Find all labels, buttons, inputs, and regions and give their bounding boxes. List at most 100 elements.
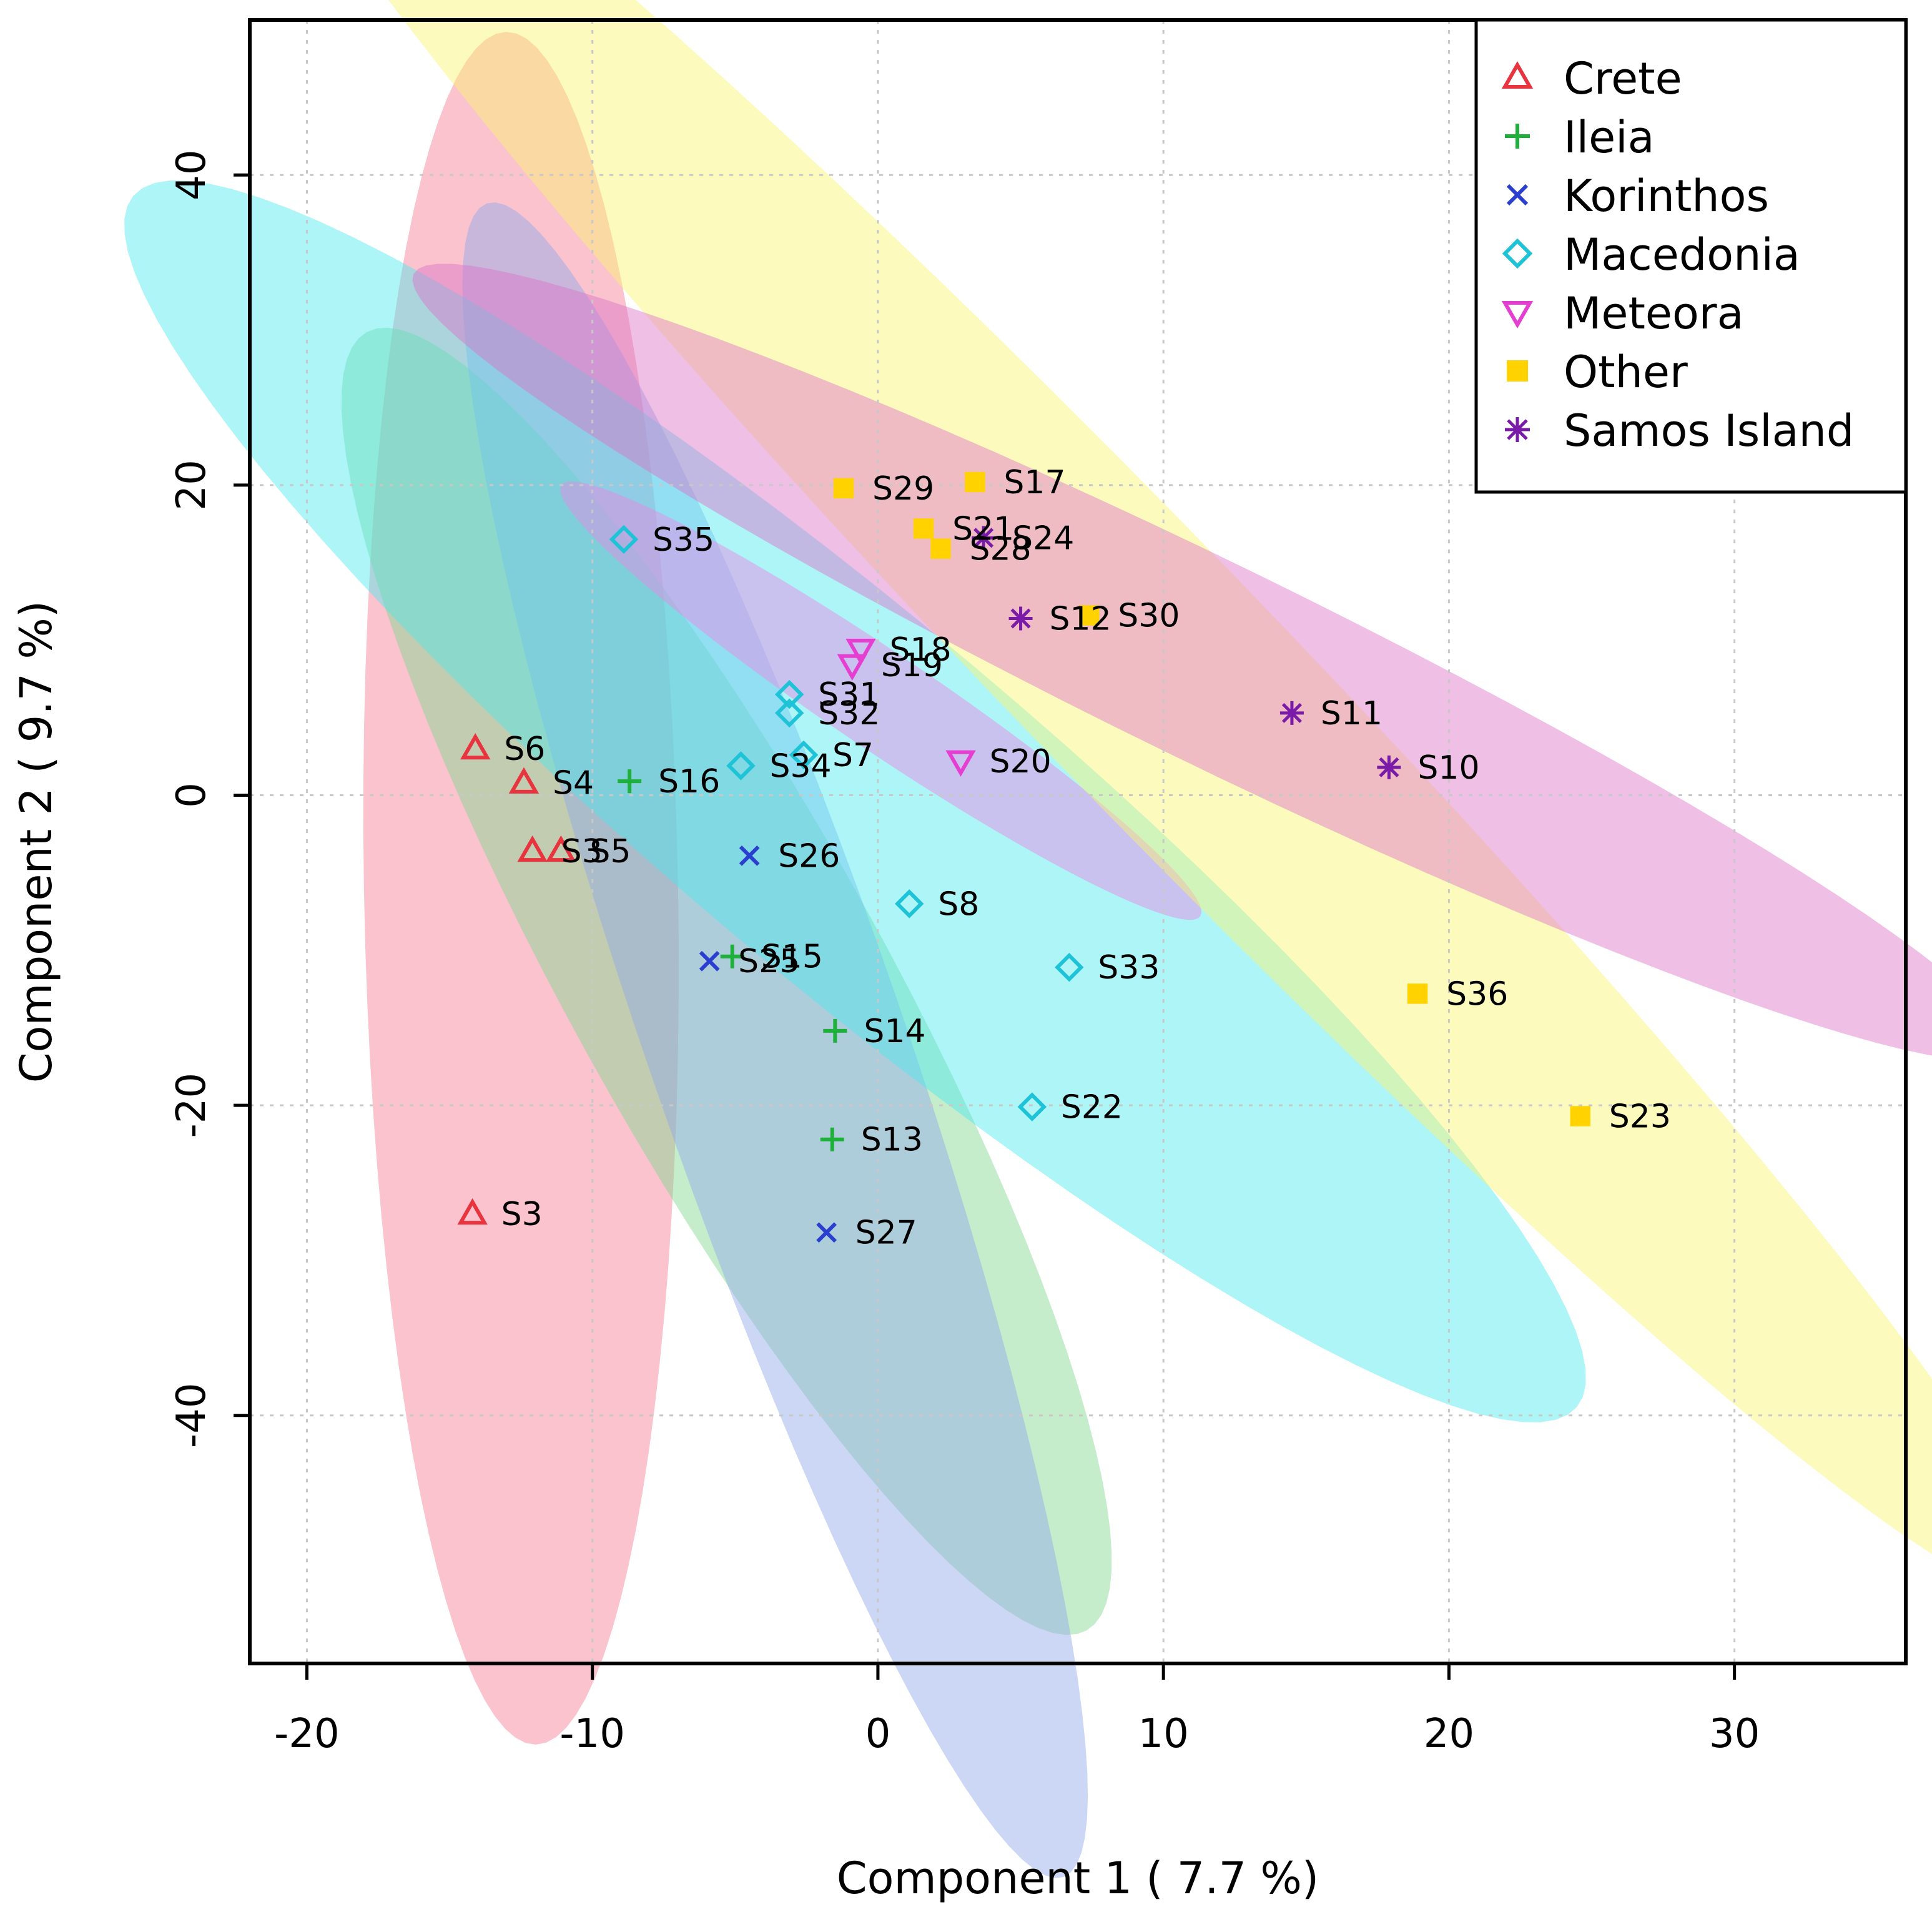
point-label-s18: S18 — [889, 631, 951, 669]
point-label-s23: S23 — [1609, 1098, 1671, 1135]
legend-label-macedonia: Macedonia — [1564, 229, 1800, 280]
point-s16 — [618, 769, 642, 794]
y-tick-label: -40 — [169, 1382, 215, 1448]
point-label-s14: S14 — [864, 1013, 925, 1050]
point-label-s28: S28 — [970, 531, 1032, 568]
point-label-s10: S10 — [1417, 749, 1479, 787]
axes: -20 -10 0 10 20 30 -40 -20 0 20 40 — [169, 150, 1760, 1757]
point-label-s3: S3 — [561, 833, 603, 870]
legend-label-other: Other — [1564, 347, 1688, 398]
y-tick-label: 40 — [169, 150, 215, 200]
point-s17 — [965, 471, 985, 493]
point-s8 — [894, 889, 924, 919]
legend-marker-ileia — [1505, 124, 1530, 149]
point-label-s30: S30 — [1118, 597, 1180, 634]
point-s27 — [816, 1222, 837, 1243]
point-label-s26: S26 — [778, 837, 840, 875]
point-label-s29: S29 — [872, 470, 934, 508]
legend-label-ileia: Ileia — [1564, 112, 1655, 163]
point-label-s33: S33 — [1098, 949, 1160, 987]
ellipse-crete — [363, 32, 679, 1745]
point-s13 — [820, 1127, 844, 1151]
y-tick-label: -20 — [169, 1073, 215, 1138]
point-s31 — [774, 679, 804, 709]
point-label-s25: S25 — [738, 943, 800, 980]
point-s3 — [517, 835, 548, 862]
point-label-s6: S6 — [504, 731, 545, 768]
y-tick-label: 0 — [169, 782, 215, 808]
point-label-s12: S12 — [1050, 600, 1111, 638]
point-s5 — [546, 835, 576, 862]
point-s35 — [609, 525, 639, 554]
point-label-s21: S21 — [952, 510, 1014, 548]
legend-label-korinthos: Korinthos — [1564, 170, 1769, 222]
x-tick-label: -20 — [274, 1711, 340, 1757]
point-s11 — [1279, 701, 1304, 725]
point-label-s3: S3 — [501, 1196, 543, 1233]
point-s14 — [823, 1018, 847, 1043]
point-s36 — [1407, 983, 1428, 1004]
point-s20 — [945, 750, 976, 777]
point-s28 — [930, 538, 951, 559]
point-label-s16: S16 — [658, 763, 720, 801]
legend-label-samos-island: Samos Island — [1564, 405, 1854, 456]
point-labels: S6S4S3S5S3S16S15S14S13S26S25S27S35S31S32… — [501, 464, 1671, 1252]
legend: Crete Ileia Korinthos Macedonia Meteora Other… — [1474, 18, 1908, 494]
point-s29 — [833, 478, 854, 499]
x-tick-label: 20 — [1424, 1711, 1474, 1757]
point-label-s8: S8 — [938, 885, 979, 923]
point-s25 — [699, 950, 720, 972]
x-tick-label: 10 — [1138, 1711, 1188, 1757]
legend-label-meteora: Meteora — [1564, 288, 1743, 339]
point-label-s15: S15 — [761, 939, 823, 976]
legend-marker-meteora — [1501, 301, 1534, 329]
y-tick-label: 20 — [169, 460, 215, 510]
ellipse-ileia — [341, 327, 1112, 1635]
point-label-s19: S19 — [881, 647, 943, 684]
y-axis-title: Component 2 ( 9.7 %) — [11, 601, 62, 1083]
point-label-s4: S4 — [553, 765, 594, 802]
plot-frame — [248, 18, 1908, 1665]
point-s19 — [837, 654, 867, 681]
point-s23 — [1570, 1106, 1590, 1126]
point-label-s17: S17 — [1003, 464, 1065, 501]
point-s30 — [1079, 605, 1100, 626]
ellipse-macedonia — [124, 180, 1586, 1422]
point-s21 — [913, 518, 934, 539]
confidence-ellipses — [124, 0, 1932, 1878]
point-label-s20: S20 — [990, 743, 1052, 781]
x-tick-label: 0 — [865, 1711, 891, 1757]
point-label-s27: S27 — [855, 1215, 917, 1252]
point-s4 — [508, 767, 540, 794]
point-s18 — [845, 638, 876, 666]
point-s6 — [460, 732, 491, 760]
point-label-s32: S32 — [818, 695, 880, 732]
point-s10 — [1377, 755, 1401, 779]
point-s15 — [720, 944, 744, 968]
point-label-s7: S7 — [832, 737, 874, 774]
point-s24 — [972, 526, 996, 550]
ellipse-other — [388, 0, 1932, 1554]
point-label-s22: S22 — [1061, 1089, 1123, 1126]
point-label-s35: S35 — [653, 521, 714, 559]
x-tick-label: -10 — [559, 1711, 625, 1757]
ellipse-meteora — [560, 481, 1201, 920]
point-s3 — [457, 1198, 488, 1225]
point-s7 — [789, 740, 819, 770]
point-s12 — [1008, 606, 1033, 631]
data-points — [457, 471, 1590, 1243]
point-label-s13: S13 — [861, 1121, 923, 1159]
legend-box — [1474, 18, 1908, 494]
legend-marker-korinthos — [1506, 184, 1529, 206]
point-label-s34: S34 — [769, 747, 831, 785]
ellipse-samos-island — [412, 264, 1932, 1056]
point-label-s11: S11 — [1321, 695, 1382, 732]
point-s34 — [726, 751, 756, 781]
legend-label-crete: Crete — [1564, 53, 1682, 104]
legend-marker-macedonia — [1502, 238, 1533, 269]
point-s33 — [1055, 952, 1084, 982]
point-label-s36: S36 — [1446, 975, 1508, 1013]
legend-marker-samos-island — [1505, 417, 1530, 442]
point-s32 — [774, 698, 804, 728]
